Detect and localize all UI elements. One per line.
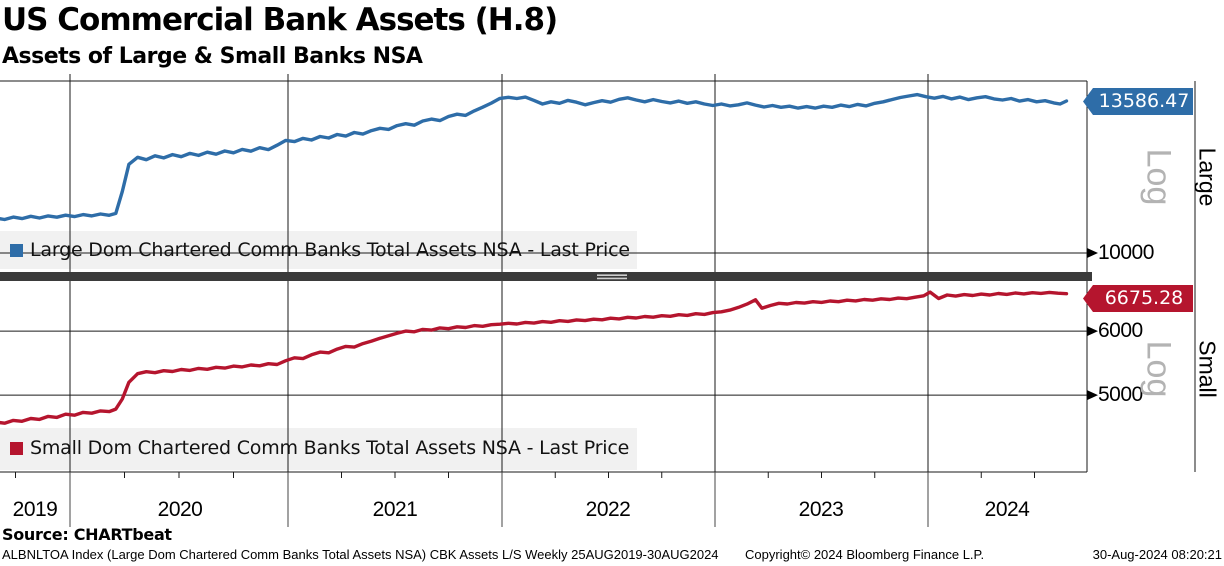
legend-small-bg	[0, 428, 637, 470]
large-last-price-tag: 13586.47	[1083, 88, 1193, 115]
xtick-2022: 2022	[585, 498, 631, 521]
ytick-10000: 10000	[1098, 241, 1154, 264]
xtick-2024: 2024	[984, 498, 1030, 521]
large-series-swatch-icon	[10, 243, 23, 257]
small-series-line	[0, 290, 1069, 425]
xtick-2021: 2021	[372, 498, 418, 521]
page-subtitle: Assets of Large & Small Banks NSA	[2, 44, 423, 69]
small-last-price-tag: 6675.28	[1083, 285, 1193, 312]
large-series-line	[0, 92, 1069, 222]
tick-arrow-icon	[1087, 390, 1098, 401]
xtick-2023: 2023	[798, 498, 844, 521]
legend-large: Large Dom Chartered Comm Banks Total Ass…	[10, 238, 630, 262]
tick-arrow-icon	[1087, 326, 1098, 337]
source-label: Source: CHARTbeat	[2, 525, 172, 544]
footer-ticker-info: ALBNLTOA Index (Large Dom Chartered Comm…	[2, 547, 719, 562]
small-series-swatch-icon	[10, 441, 23, 455]
legend-small-label: Small Dom Chartered Comm Banks Total Ass…	[30, 437, 630, 459]
ytick-6000: 6000	[1098, 319, 1143, 342]
page-title: US Commercial Bank Assets (H.8)	[2, 2, 558, 38]
panel-label-small: Small	[1194, 340, 1221, 398]
panel-divider	[0, 272, 1092, 281]
footer-timestamp: 30-Aug-2024 08:20:21	[1092, 547, 1222, 562]
xtick-2020: 2020	[157, 498, 203, 521]
legend-large-bg	[0, 231, 637, 269]
xtick-2019: 2019	[12, 498, 58, 521]
footer-copyright: Copyright© 2024 Bloomberg Finance L.P.	[745, 547, 985, 562]
legend-small: Small Dom Chartered Comm Banks Total Ass…	[10, 436, 629, 460]
ytick-5000: 5000	[1098, 383, 1143, 406]
legend-large-label: Large Dom Chartered Comm Banks Total Ass…	[30, 239, 630, 261]
log-scale-label-top: Log	[1139, 148, 1178, 206]
panel-label-large: Large	[1194, 147, 1221, 207]
tick-arrow-icon	[1087, 247, 1098, 258]
log-scale-label-bottom: Log	[1139, 340, 1178, 398]
